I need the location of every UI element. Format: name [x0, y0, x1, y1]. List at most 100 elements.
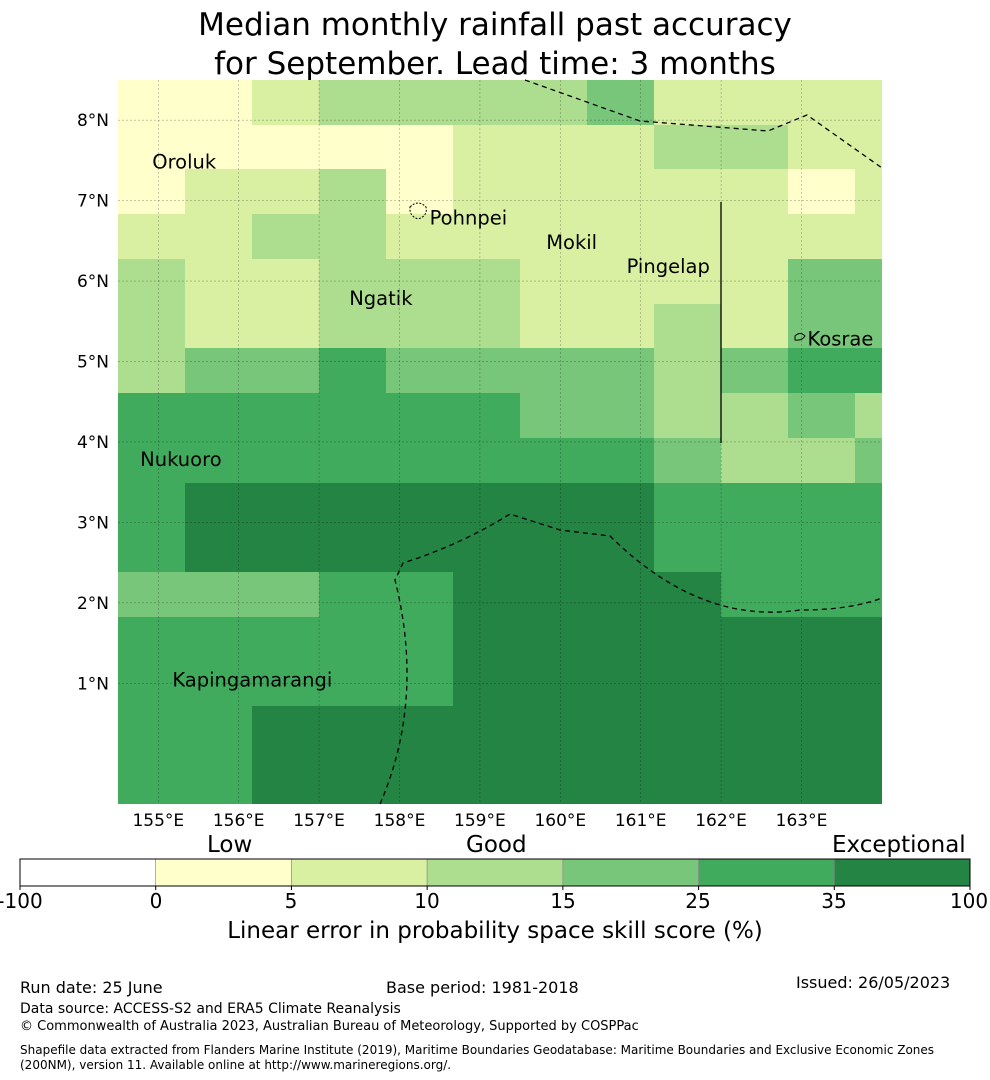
skill-cell — [587, 393, 654, 438]
latitude-label: 2°N — [77, 594, 109, 614]
skill-cell — [118, 214, 185, 259]
skill-cell — [721, 259, 788, 304]
skill-cell — [654, 259, 721, 304]
skill-cell — [319, 706, 386, 751]
skill-cell — [252, 527, 319, 572]
skill-cell — [654, 393, 721, 438]
skill-cell — [654, 572, 721, 617]
skill-cell — [855, 259, 882, 304]
skill-cell — [520, 169, 587, 214]
colorbar-category-exceptional: Exceptional — [832, 832, 966, 858]
skill-cell — [118, 348, 185, 393]
skill-cell — [788, 169, 855, 214]
skill-cell — [252, 80, 319, 125]
skill-cell — [587, 617, 654, 661]
skill-cell — [788, 661, 855, 706]
skill-cell — [252, 706, 319, 751]
skill-cell — [654, 751, 721, 796]
place-labels: Oroluk Pohnpei Mokil Pingelap Ngatik Kosrae Nu… — [140, 150, 873, 691]
skill-cell — [185, 572, 252, 617]
skill-cell — [520, 706, 587, 751]
skill-cell — [319, 214, 386, 259]
skill-cell — [252, 796, 319, 804]
skill-cell — [654, 214, 721, 259]
skill-cell — [252, 169, 319, 214]
colorbar-tick: 5 — [284, 889, 298, 913]
skill-cell — [520, 259, 587, 304]
skill-cell — [520, 751, 587, 796]
skill-cell — [855, 617, 882, 661]
longitude-labels: 155°E 156°E 157°E 158°E 159°E 160°E 161°E 162°E… — [132, 811, 827, 831]
skill-cell — [788, 304, 855, 348]
latitude-label: 1°N — [77, 674, 109, 694]
skill-cell — [118, 483, 185, 527]
skill-cell — [319, 169, 386, 214]
skill-cell — [319, 527, 386, 572]
skill-cell — [185, 438, 252, 483]
colorbar-axis-label: Linear error in probability space skill … — [227, 918, 763, 944]
shapefile-credit: Shapefile data extracted from Flanders M… — [20, 1043, 980, 1073]
skill-cell — [386, 169, 453, 214]
longitude-label: 163°E — [776, 811, 828, 831]
longitude-label: 162°E — [695, 811, 747, 831]
skill-cell — [185, 483, 252, 527]
colorbar-tick: 0 — [149, 889, 163, 913]
skill-cell — [520, 483, 587, 527]
place-label: Oroluk — [152, 150, 217, 173]
skill-cell — [587, 125, 654, 169]
skill-cell — [520, 214, 587, 259]
colorbar-tick: 35 — [821, 889, 847, 913]
skill-cell — [252, 214, 319, 259]
skill-cell — [185, 125, 252, 169]
run-date: Run date: 25 June — [20, 978, 163, 997]
skill-cell — [788, 259, 855, 304]
skill-cell — [118, 125, 185, 169]
skill-cell — [185, 751, 252, 796]
longitude-label: 159°E — [454, 811, 506, 831]
skill-cell — [520, 348, 587, 393]
skill-cell — [654, 617, 721, 661]
skill-cell — [386, 706, 453, 751]
skill-cell — [386, 438, 453, 483]
skill-cell — [386, 527, 453, 572]
skill-cell — [453, 259, 520, 304]
latitude-label: 5°N — [77, 353, 109, 373]
skill-cell — [252, 304, 319, 348]
skill-cell — [587, 796, 654, 804]
skill-cell — [788, 393, 855, 438]
skill-cell — [118, 304, 185, 348]
skill-cell — [654, 169, 721, 214]
skill-cell — [386, 80, 453, 125]
skill-cell — [721, 125, 788, 169]
skill-cell — [319, 259, 386, 304]
colorbar-outline — [19, 858, 971, 887]
skill-cell — [252, 348, 319, 393]
skill-cell — [520, 304, 587, 348]
skill-cell — [386, 483, 453, 527]
skill-cell — [252, 617, 319, 661]
skill-cell — [654, 348, 721, 393]
skill-cell — [453, 796, 520, 804]
skill-cell — [453, 169, 520, 214]
skill-cell — [788, 348, 855, 393]
longitude-label: 158°E — [374, 811, 426, 831]
skill-cell — [721, 796, 788, 804]
skill-cell — [453, 527, 520, 572]
skill-cell — [654, 438, 721, 483]
skill-cell — [252, 259, 319, 304]
skill-cell — [453, 572, 520, 617]
skill-cell — [587, 259, 654, 304]
skill-cell — [386, 796, 453, 804]
skill-cell — [855, 796, 882, 804]
map-title-line-2: for September. Lead time: 3 months — [214, 46, 776, 82]
colorbar-segment — [19, 858, 157, 887]
skill-cell — [118, 80, 185, 125]
skill-cell — [721, 438, 788, 483]
skill-cell — [587, 527, 654, 572]
skill-cell — [855, 483, 882, 527]
latitude-label: 7°N — [77, 192, 109, 212]
skill-cell — [118, 796, 185, 804]
latitude-label: 4°N — [77, 433, 109, 453]
island-outlines — [409, 202, 806, 341]
